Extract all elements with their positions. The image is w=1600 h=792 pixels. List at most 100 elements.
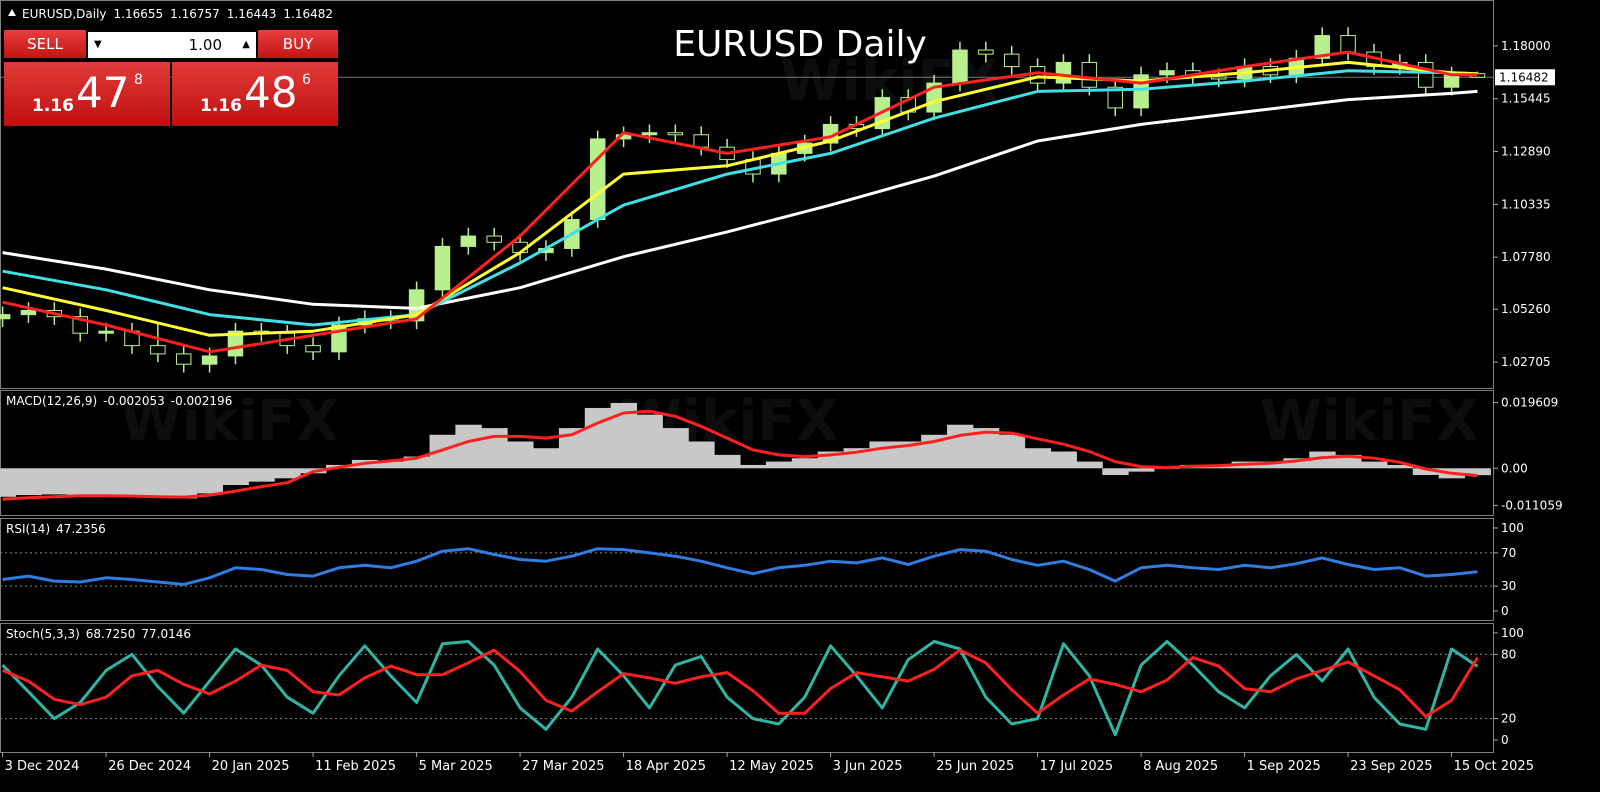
macd-bar [67,468,94,496]
indicator-label: MACD(12,26,9) -0.002053 -0.002196 [6,394,232,408]
candle-body [978,49,994,55]
current-price-label: 1.16482 [1499,70,1549,84]
price-fraction: 8 [134,72,143,88]
macd-bar [972,428,1000,469]
macd-bar [507,441,534,469]
x-tick-label: 18 Apr 2025 [626,759,706,774]
macd-bar [1361,461,1388,469]
x-tick-label: 15 Oct 2025 [1454,759,1534,774]
panel-frame [0,518,1494,621]
macd-bar [1050,451,1077,469]
x-tick-label: 23 Sep 2025 [1350,759,1432,774]
ohlc-value: 1.16443 [227,7,277,21]
y-tick-label: 0.019609 [1501,396,1558,410]
candle-body [1417,61,1434,88]
macd-bar [1102,468,1129,475]
y-tick-label: 1.10335 [1501,197,1551,211]
macd-bar [791,458,819,469]
candle-body [952,49,968,84]
ohlc-value: 1.16655 [114,7,164,21]
candle-body [589,138,606,221]
x-tick-label: 27 Mar 2025 [522,759,604,774]
indicator-label: Stoch(5,3,3) 68.7250 77.0146 [6,627,191,641]
x-tick-label: 3 Jun 2025 [833,759,903,774]
indicator-label: RSI(14) 47.2356 [6,522,106,536]
x-tick-label: 26 Dec 2024 [108,759,191,774]
macd-bar [403,456,431,469]
buy-price[interactable]: 1.16 48 6 [172,62,338,126]
indicator-name: MACD(12,26,9) [6,394,97,408]
watermark: WikiFX [1260,389,1479,454]
candle-body [0,314,11,320]
y-tick-label: 20 [1501,712,1516,726]
indicator-line [2,547,1478,586]
indicator-value: 77.0146 [141,627,191,641]
macd-bar [377,461,405,469]
lot-down[interactable]: ▼ [94,39,102,50]
indicator-value: -0.002196 [171,394,233,408]
y-tick-label: 1.07780 [1501,250,1551,264]
candle-body [1443,74,1460,88]
candle-body [201,355,218,365]
candle-body [1081,61,1098,88]
lot-box[interactable]: ▼ 1.00 ▲ [88,32,256,58]
macd-bar [636,414,663,469]
indicator-value: 47.2356 [56,522,106,536]
x-tick-label: 25 Jun 2025 [936,759,1014,774]
macd-bar [481,428,508,469]
candle-body [1314,35,1330,59]
y-tick-label: 1.18000 [1501,39,1551,53]
moving-average [2,69,1478,327]
signal-line [2,409,1478,501]
buy-label: BUY [282,35,314,53]
macd-bar [533,448,560,469]
ohlc-value: 1.16757 [170,7,220,21]
macd-bar [1283,458,1310,469]
macd-bar [274,468,301,479]
candle-body [667,132,684,136]
macd-bar [1128,468,1155,472]
candle-body [20,309,37,316]
macd-bar [1257,461,1284,469]
macd-bar [119,468,146,497]
y-tick-label: 80 [1501,647,1516,661]
x-tick-label: 11 Feb 2025 [315,759,396,774]
x-tick-label: 1 Sep 2025 [1247,759,1321,774]
collapse-icon[interactable] [8,9,16,16]
candle-body [1107,86,1123,109]
one-click-trading: SELL ▼ 1.00 ▲ BUY 1.16 47 8 1.16 48 6 [4,30,338,126]
y-tick-label: -0.011059 [1501,498,1563,512]
price-fraction: 6 [302,72,311,88]
macd-bar [1024,448,1052,469]
indicator-line [1,640,1479,737]
moving-average [2,60,1478,337]
macd-bar [1309,451,1336,469]
candle-body [1055,61,1072,84]
moving-average [2,89,1478,310]
candle-body [486,235,502,243]
panel-frame [0,390,1494,516]
sell-label: SELL [27,35,63,53]
sell-price[interactable]: 1.16 47 8 [4,62,170,126]
macd-bar [765,461,793,469]
y-tick-label: 0 [1501,733,1509,747]
macd-bar [248,468,275,482]
macd-bar [144,468,172,498]
price-prefix: 1.16 [200,96,242,116]
macd-bar [740,464,767,469]
y-tick-label: 0 [1501,604,1509,618]
indicator-name: Stoch(5,3,3) [6,627,80,641]
buy-button[interactable]: BUY [258,30,338,58]
sell-button[interactable]: SELL [4,30,86,58]
moving-average [2,50,1478,354]
macd-bar [662,428,689,469]
watermark: WikiFX [120,389,339,454]
lot-up[interactable]: ▲ [242,39,250,50]
x-tick-label: 20 Jan 2025 [212,759,290,774]
candle-body [175,353,192,365]
panel-frame [0,623,1494,753]
candle-body [693,134,709,148]
macd-bar [222,468,249,486]
symbol-header: EURUSD,Daily 1.16655 1.16757 1.16443 1.16482 [22,7,333,21]
x-tick-label: 3 Dec 2024 [5,759,80,774]
